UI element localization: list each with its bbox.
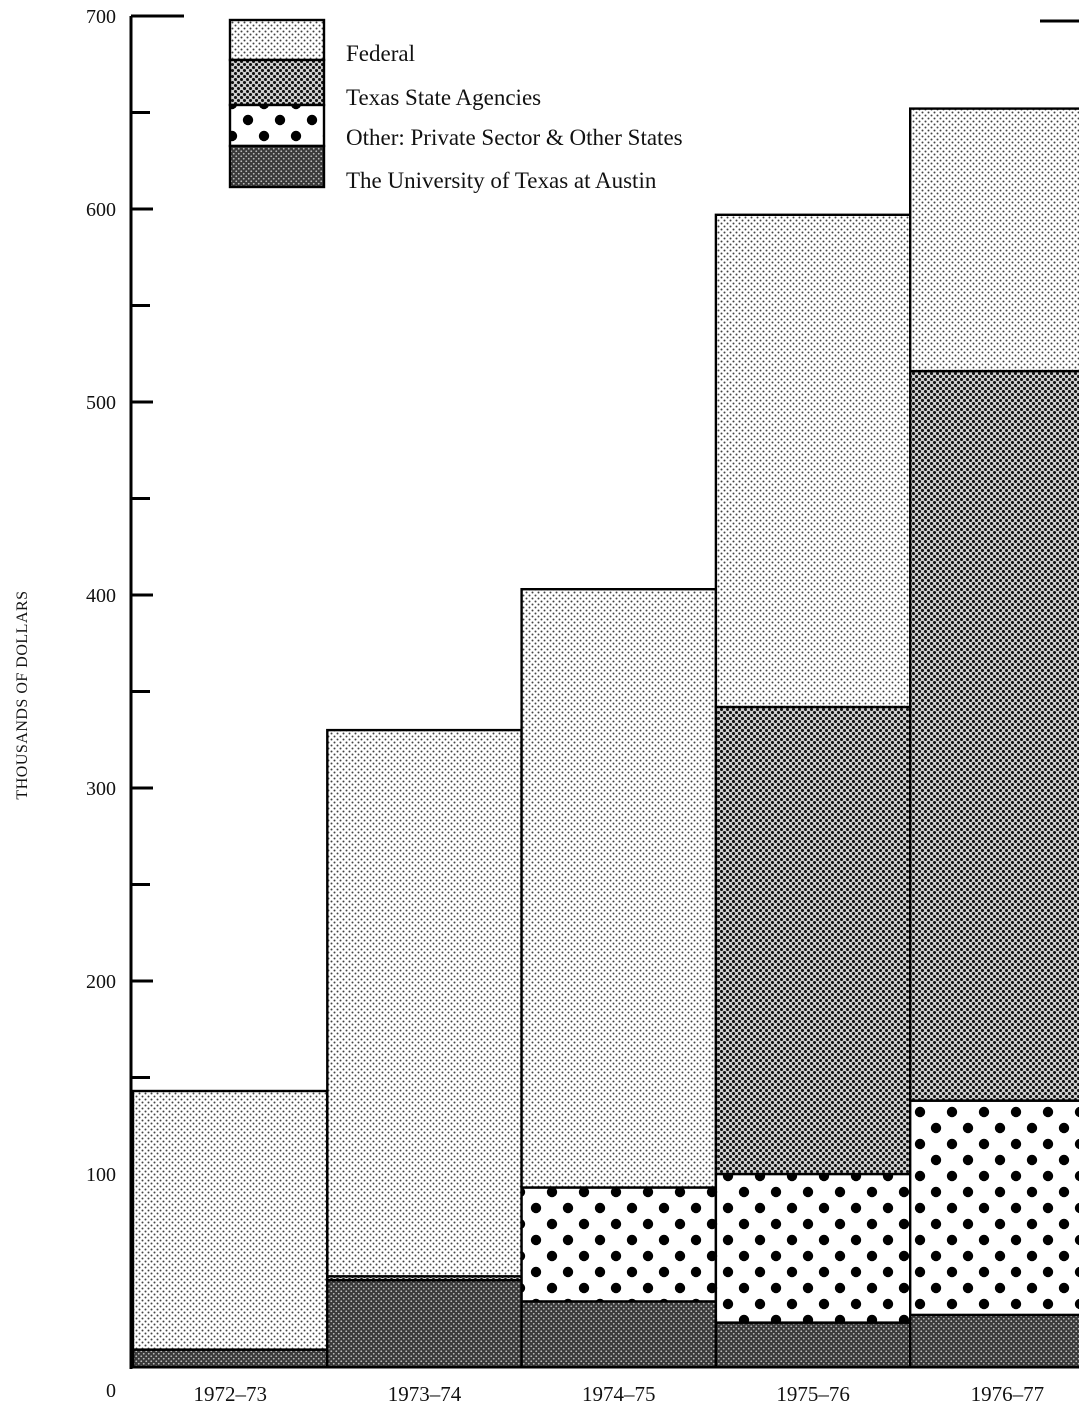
bars [131,107,1079,1369]
bar-segment [909,1099,1079,1317]
bar-segment [131,1348,329,1369]
bar-segment [520,1300,718,1369]
legend-label: Federal [346,41,415,66]
bar-segment [909,369,1079,1102]
x-tick-label: 1972–73 [193,1382,267,1406]
legend: Federal Texas State Agencies Other: Privat… [228,18,683,193]
labels: 0 100 200 300 400 500 600 700 THOUSANDS OF DOLLA… [14,6,1044,1406]
bar-segment [714,1172,912,1324]
y-tick-label: 500 [86,392,116,414]
legend-swatch [228,144,326,189]
bar-segment [714,1321,912,1369]
legend-swatch [228,58,326,107]
bar-segment [131,1089,329,1351]
bar-segment [326,728,523,1278]
x-tick-label: 1976–77 [971,1382,1045,1406]
y-tick-label: 700 [86,6,116,28]
bar-segment [714,213,912,709]
x-tick-label: 1975–76 [776,1382,850,1406]
y-tick-label: 300 [86,778,116,800]
legend-swatch [228,103,326,148]
bar-segment [326,1278,523,1369]
legend-label: The University of Texas at Austin [346,168,657,193]
y-tick-label: 100 [86,1164,116,1186]
y-axis-title: THOUSANDS OF DOLLARS [14,590,31,799]
legend-label: Texas State Agencies [346,85,541,110]
bar-segment [520,1186,718,1303]
bar-segment [909,1313,1079,1369]
bar-segment [714,705,912,1176]
bar-segment [520,588,718,1189]
bar-segment [909,107,1079,373]
y-tick-label: 600 [86,199,116,221]
legend-swatch [228,18,326,62]
y-tick-label: 0 [106,1380,116,1402]
x-tick-label: 1973–74 [388,1382,462,1406]
y-tick-label: 400 [86,585,116,607]
legend-label: Other: Private Sector & Other States [346,125,683,150]
y-tick-label: 200 [86,971,116,993]
x-tick-label: 1974–75 [582,1382,656,1406]
